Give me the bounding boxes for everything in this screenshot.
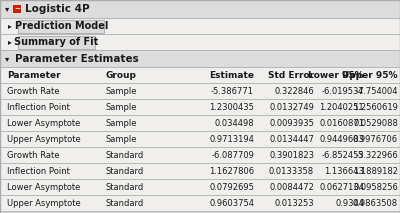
Bar [0,34,400,50]
Text: Inflection Point: Inflection Point [7,102,70,111]
Text: -5.322966: -5.322966 [355,151,398,160]
Text: 0.9344: 0.9344 [335,199,364,207]
Text: -6.087709: -6.087709 [211,151,254,160]
Text: ▾: ▾ [5,4,9,13]
Text: 0.0093935: 0.0093935 [269,118,314,128]
Text: 0.9603754: 0.9603754 [209,199,254,207]
Text: 0.0084472: 0.0084472 [269,183,314,191]
Text: 0.013253: 0.013253 [274,199,314,207]
Text: 1.1889182: 1.1889182 [353,167,398,176]
Text: −: − [14,6,20,12]
Text: Lower 95%: Lower 95% [308,71,364,79]
Text: Lower Asymptote: Lower Asymptote [7,183,80,191]
Text: 0.0792695: 0.0792695 [209,183,254,191]
Text: ▸: ▸ [8,37,12,46]
Bar [0,67,400,83]
Text: 0.0160871: 0.0160871 [319,118,364,128]
Text: 0.9863508: 0.9863508 [353,199,398,207]
Text: 0.0133358: 0.0133358 [269,167,314,176]
Text: ▾: ▾ [5,54,9,63]
Text: Standard: Standard [105,151,143,160]
Text: Prediction Model: Prediction Model [14,21,108,31]
Text: Std Error: Std Error [268,71,314,79]
Bar [0,179,400,195]
Text: 0.0627134: 0.0627134 [319,183,364,191]
Bar [13,5,21,13]
Text: 0.0134447: 0.0134447 [269,134,314,144]
Text: -5.386771: -5.386771 [211,86,254,95]
Text: Upper Asymptote: Upper Asymptote [7,134,81,144]
Text: Parameter Estimates: Parameter Estimates [15,53,139,63]
Text: Summary of Fit: Summary of Fit [14,37,98,47]
Bar [0,50,400,67]
Text: Logistic 4P: Logistic 4P [25,4,90,14]
Text: Lower Asymptote: Lower Asymptote [7,118,80,128]
FancyBboxPatch shape [18,36,95,49]
FancyBboxPatch shape [18,20,104,33]
Text: 0.9713194: 0.9713194 [209,134,254,144]
Text: 0.0529088: 0.0529088 [353,118,398,128]
Bar [0,99,400,115]
Text: 1.2560619: 1.2560619 [353,102,398,111]
Text: Standard: Standard [105,183,143,191]
Text: 0.034498: 0.034498 [214,118,254,128]
Bar [0,163,400,179]
Text: Upper Asymptote: Upper Asymptote [7,199,81,207]
Text: 0.3901823: 0.3901823 [269,151,314,160]
Text: Sample: Sample [105,134,136,144]
Bar [0,147,400,163]
Text: 0.0132749: 0.0132749 [269,102,314,111]
Bar [0,18,400,34]
Text: ▸: ▸ [8,22,12,30]
Text: Standard: Standard [105,199,143,207]
Text: 0.9976706: 0.9976706 [353,134,398,144]
Text: 0.0958256: 0.0958256 [353,183,398,191]
Text: Upper 95%: Upper 95% [342,71,398,79]
Text: Inflection Point: Inflection Point [7,167,70,176]
Text: -4.754004: -4.754004 [356,86,398,95]
Text: Estimate: Estimate [209,71,254,79]
Text: Standard: Standard [105,167,143,176]
Text: Group: Group [105,71,136,79]
Bar [0,83,400,99]
Text: 1.136643: 1.136643 [324,167,364,176]
Text: 0.322846: 0.322846 [274,86,314,95]
Text: Growth Rate: Growth Rate [7,86,60,95]
Text: -6.852453: -6.852453 [321,151,364,160]
Bar [0,0,400,18]
Text: Sample: Sample [105,102,136,111]
Bar [0,115,400,131]
Text: 1.2040251: 1.2040251 [319,102,364,111]
Text: 1.2300435: 1.2300435 [209,102,254,111]
Bar [0,131,400,147]
Text: Growth Rate: Growth Rate [7,151,60,160]
Text: Sample: Sample [105,118,136,128]
Bar [0,195,400,211]
Text: 1.1627806: 1.1627806 [209,167,254,176]
Text: Parameter: Parameter [7,71,61,79]
Text: Sample: Sample [105,86,136,95]
Text: -6.019537: -6.019537 [321,86,364,95]
Text: 0.9449683: 0.9449683 [319,134,364,144]
